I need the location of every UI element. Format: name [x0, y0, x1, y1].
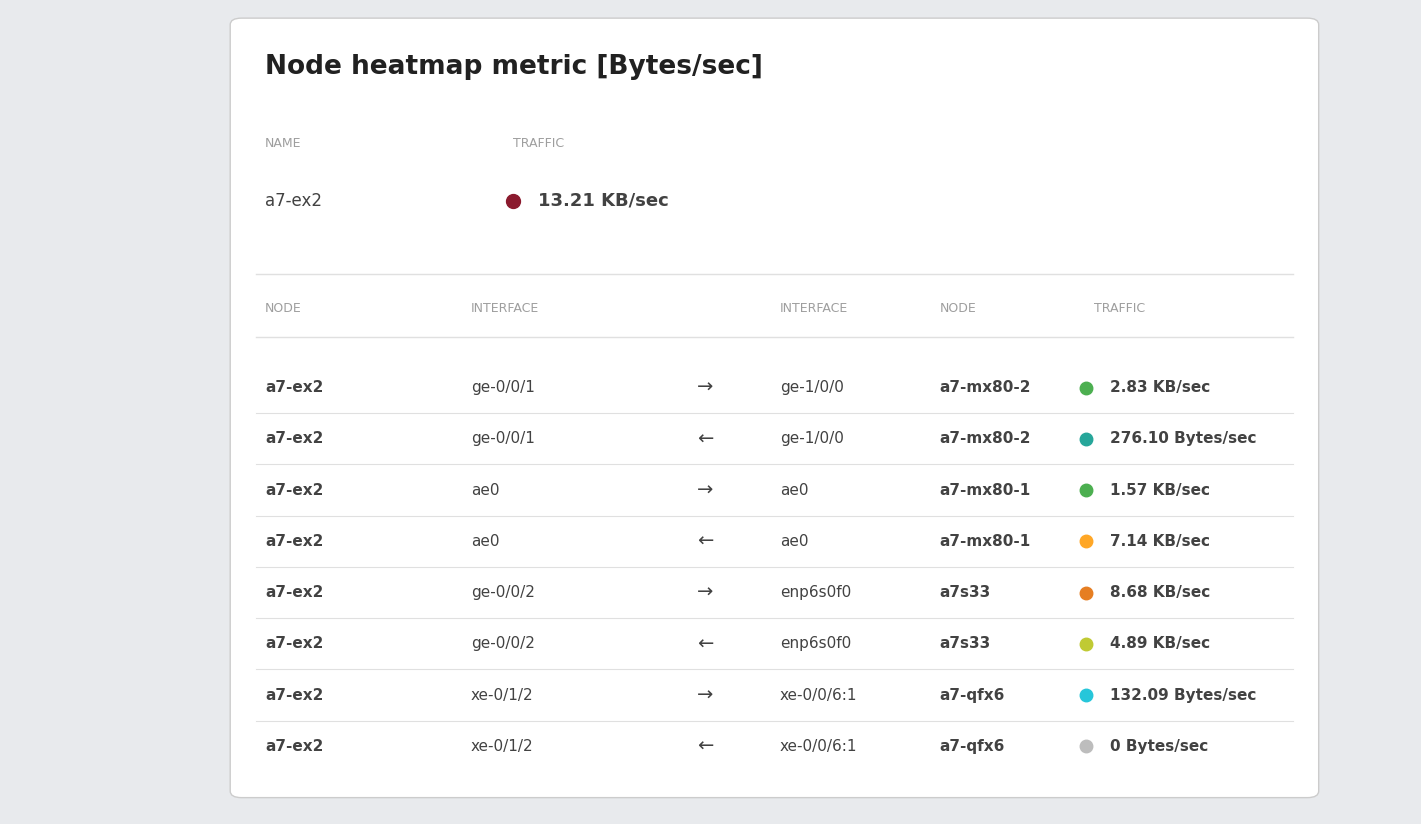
Text: 276.10 Bytes/sec: 276.10 Bytes/sec	[1110, 431, 1256, 447]
Text: ae0: ae0	[470, 534, 499, 549]
Text: xe-0/0/6:1: xe-0/0/6:1	[780, 687, 857, 703]
Text: enp6s0f0: enp6s0f0	[780, 585, 851, 600]
Text: a7-ex2: a7-ex2	[264, 431, 324, 447]
Text: a7-ex2: a7-ex2	[264, 585, 324, 600]
Text: ←: ←	[696, 737, 713, 756]
Text: 132.09 Bytes/sec: 132.09 Bytes/sec	[1110, 687, 1256, 703]
Text: a7-ex2: a7-ex2	[264, 739, 324, 754]
Text: a7-mx80-2: a7-mx80-2	[939, 380, 1032, 395]
Text: NAME: NAME	[264, 137, 301, 150]
Text: NODE: NODE	[264, 302, 301, 315]
Text: 0 Bytes/sec: 0 Bytes/sec	[1110, 739, 1208, 754]
Text: →: →	[696, 686, 713, 705]
Text: ge-1/0/0: ge-1/0/0	[780, 431, 844, 447]
Text: ge-0/0/2: ge-0/0/2	[470, 636, 534, 651]
Text: ←: ←	[696, 429, 713, 448]
Text: 13.21 KB/sec: 13.21 KB/sec	[539, 192, 669, 210]
Text: a7s33: a7s33	[939, 636, 990, 651]
Text: INTERFACE: INTERFACE	[470, 302, 539, 315]
Text: ge-0/0/1: ge-0/0/1	[470, 431, 534, 447]
Text: a7s33: a7s33	[939, 585, 990, 600]
Text: a7-ex2: a7-ex2	[264, 192, 323, 210]
Text: TRAFFIC: TRAFFIC	[1094, 302, 1145, 315]
Text: TRAFFIC: TRAFFIC	[513, 137, 564, 150]
FancyBboxPatch shape	[230, 18, 1319, 798]
Text: ←: ←	[696, 634, 713, 653]
Text: 7.14 KB/sec: 7.14 KB/sec	[1110, 534, 1211, 549]
Text: ←: ←	[696, 531, 713, 550]
Text: a7-ex2: a7-ex2	[264, 483, 324, 498]
Text: 8.68 KB/sec: 8.68 KB/sec	[1110, 585, 1211, 600]
Text: ge-0/0/2: ge-0/0/2	[470, 585, 534, 600]
Text: a7-ex2: a7-ex2	[264, 636, 324, 651]
Text: ge-1/0/0: ge-1/0/0	[780, 380, 844, 395]
Text: INTERFACE: INTERFACE	[780, 302, 848, 315]
Text: a7-mx80-1: a7-mx80-1	[939, 483, 1030, 498]
Text: a7-qfx6: a7-qfx6	[939, 739, 1005, 754]
Text: ge-0/0/1: ge-0/0/1	[470, 380, 534, 395]
Text: xe-0/0/6:1: xe-0/0/6:1	[780, 739, 857, 754]
Text: NODE: NODE	[939, 302, 976, 315]
Text: →: →	[696, 378, 713, 397]
Text: →: →	[696, 480, 713, 499]
Text: a7-ex2: a7-ex2	[264, 687, 324, 703]
Text: a7-ex2: a7-ex2	[264, 534, 324, 549]
Text: Node heatmap metric [Bytes/sec]: Node heatmap metric [Bytes/sec]	[264, 54, 763, 80]
Text: a7-ex2: a7-ex2	[264, 380, 324, 395]
Text: enp6s0f0: enp6s0f0	[780, 636, 851, 651]
Text: ae0: ae0	[780, 483, 809, 498]
Text: →: →	[696, 583, 713, 602]
Text: 4.89 KB/sec: 4.89 KB/sec	[1110, 636, 1211, 651]
Text: ae0: ae0	[470, 483, 499, 498]
Text: a7-mx80-1: a7-mx80-1	[939, 534, 1030, 549]
Text: xe-0/1/2: xe-0/1/2	[470, 687, 533, 703]
Text: 2.83 KB/sec: 2.83 KB/sec	[1110, 380, 1211, 395]
Text: xe-0/1/2: xe-0/1/2	[470, 739, 533, 754]
Text: ae0: ae0	[780, 534, 809, 549]
Text: a7-mx80-2: a7-mx80-2	[939, 431, 1032, 447]
Text: a7-qfx6: a7-qfx6	[939, 687, 1005, 703]
Text: 1.57 KB/sec: 1.57 KB/sec	[1110, 483, 1211, 498]
